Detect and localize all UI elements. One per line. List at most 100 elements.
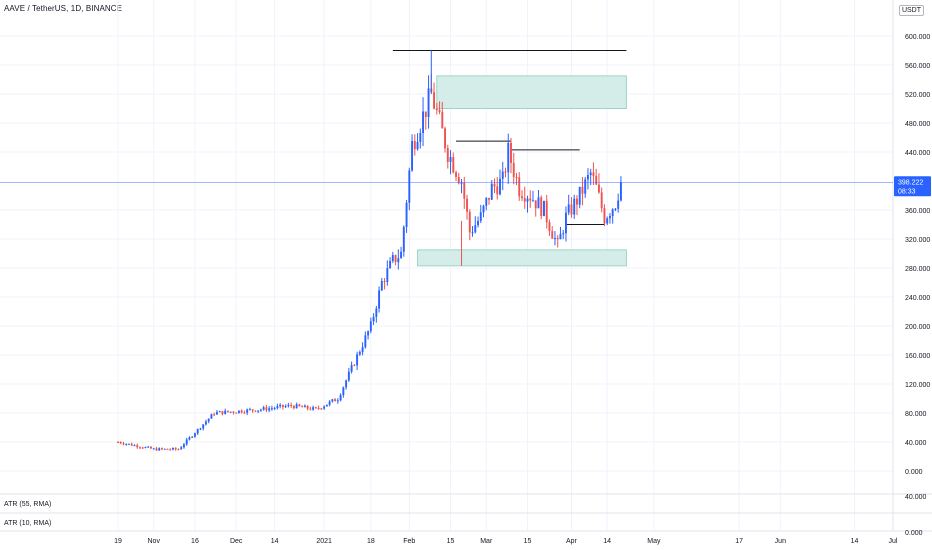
candle-body xyxy=(155,448,158,451)
candle-body xyxy=(477,220,479,226)
y-tick-label: 200.000 xyxy=(905,324,930,331)
x-tick-label: Feb xyxy=(403,538,415,545)
y-tick-label: 520.000 xyxy=(905,92,930,99)
candle-body xyxy=(617,200,620,209)
candle-body xyxy=(152,448,155,450)
candle-body xyxy=(490,183,493,200)
candle-body xyxy=(334,399,337,402)
candle-body xyxy=(419,133,422,143)
candle-body xyxy=(386,268,389,282)
candle-body xyxy=(279,404,282,407)
candle-body xyxy=(298,404,301,407)
candle-body xyxy=(367,331,370,336)
candle-body xyxy=(188,437,191,440)
candle-body xyxy=(174,447,177,450)
candle-body xyxy=(172,447,174,450)
candle-body xyxy=(444,128,447,149)
candle-body xyxy=(460,182,463,184)
candle-body xyxy=(559,233,562,240)
candle-body xyxy=(554,237,556,239)
candle-body xyxy=(537,197,540,209)
candle-body xyxy=(309,408,312,410)
candle-body xyxy=(369,321,372,332)
candle-body xyxy=(306,405,309,409)
candle-body xyxy=(422,111,425,134)
candle-body xyxy=(402,226,405,252)
y-tick-label: 440.000 xyxy=(905,150,930,157)
candle-body xyxy=(281,404,284,408)
x-tick-label: Apr xyxy=(566,538,578,545)
y-tick-label: 600.000 xyxy=(905,34,930,41)
candle-body xyxy=(471,232,474,234)
atr-10-axis-value: 0.000 xyxy=(905,530,923,537)
candle-body xyxy=(380,281,383,291)
candle-body xyxy=(529,198,532,201)
candle-body xyxy=(512,162,515,178)
candle-body xyxy=(543,200,545,217)
candle-body xyxy=(182,444,185,448)
candle-body xyxy=(551,231,554,239)
candle-body xyxy=(128,443,130,445)
candle-body xyxy=(196,429,199,434)
candle-body xyxy=(251,409,254,411)
symbol-title[interactable]: AAVE / TetherUS, 1D, BINANCE xyxy=(4,4,123,13)
candle-body xyxy=(350,365,353,372)
y-tick-label: 280.000 xyxy=(905,266,930,273)
candle-body xyxy=(177,449,180,451)
candle-body xyxy=(320,408,323,410)
candle-body xyxy=(312,407,315,410)
candle-body xyxy=(507,142,510,173)
candle-body xyxy=(556,237,559,240)
candle-body xyxy=(295,404,298,409)
x-tick-label: 17 xyxy=(735,538,743,545)
candle-body xyxy=(584,179,587,194)
grid xyxy=(0,0,894,530)
candle-body xyxy=(339,395,342,401)
candle-body xyxy=(331,399,334,402)
candle-body xyxy=(488,197,490,200)
candle-body xyxy=(237,410,240,413)
candle-body xyxy=(416,142,419,150)
candle-body xyxy=(592,172,595,176)
x-tick-label: 19 xyxy=(114,538,122,545)
candle-body xyxy=(259,409,262,411)
candle-body xyxy=(452,157,455,173)
candle-body xyxy=(243,412,246,414)
candle-body xyxy=(603,208,606,224)
currency-badge[interactable]: USDT xyxy=(898,5,924,16)
candle-body xyxy=(218,411,221,413)
time-axis: 19 Nov 16 Dec 14 2021 18 Feb 15 Mar 15 Apr 14 May 17 Ju… xyxy=(114,538,898,545)
candle-body xyxy=(290,404,293,407)
y-tick-label: 360.000 xyxy=(905,208,930,215)
candle-body xyxy=(301,406,304,408)
candle-body xyxy=(193,433,196,437)
candle-body xyxy=(358,352,361,355)
candle-body xyxy=(342,387,345,396)
price-tag: 398.222 08:33 xyxy=(894,176,931,197)
candle-body xyxy=(449,157,452,162)
candle-body xyxy=(427,88,430,117)
atr-55-label[interactable]: ATR (55, RMA) xyxy=(4,501,52,508)
candle-body xyxy=(433,92,436,109)
candle-body xyxy=(611,209,614,217)
candle-body xyxy=(504,171,507,173)
candle-body xyxy=(204,421,207,425)
candle-body xyxy=(518,177,521,197)
x-tick-label: 18 xyxy=(367,538,375,545)
candle-body xyxy=(161,448,163,450)
candle-body xyxy=(463,182,466,199)
candle-body xyxy=(394,255,397,263)
candle-body xyxy=(619,182,622,201)
candle-body xyxy=(466,198,468,212)
atr-10-label[interactable]: ATR (10, RMA) xyxy=(4,520,52,527)
x-tick-label: May xyxy=(647,538,661,545)
y-tick-label: 0.000 xyxy=(905,469,923,476)
pane-separators xyxy=(0,0,932,532)
y-tick-label: 40.000 xyxy=(905,440,927,447)
candle-body xyxy=(515,177,518,179)
candle-body xyxy=(375,308,378,317)
candle-body xyxy=(144,447,147,449)
candle-body xyxy=(540,197,543,217)
candle-body xyxy=(323,406,326,409)
